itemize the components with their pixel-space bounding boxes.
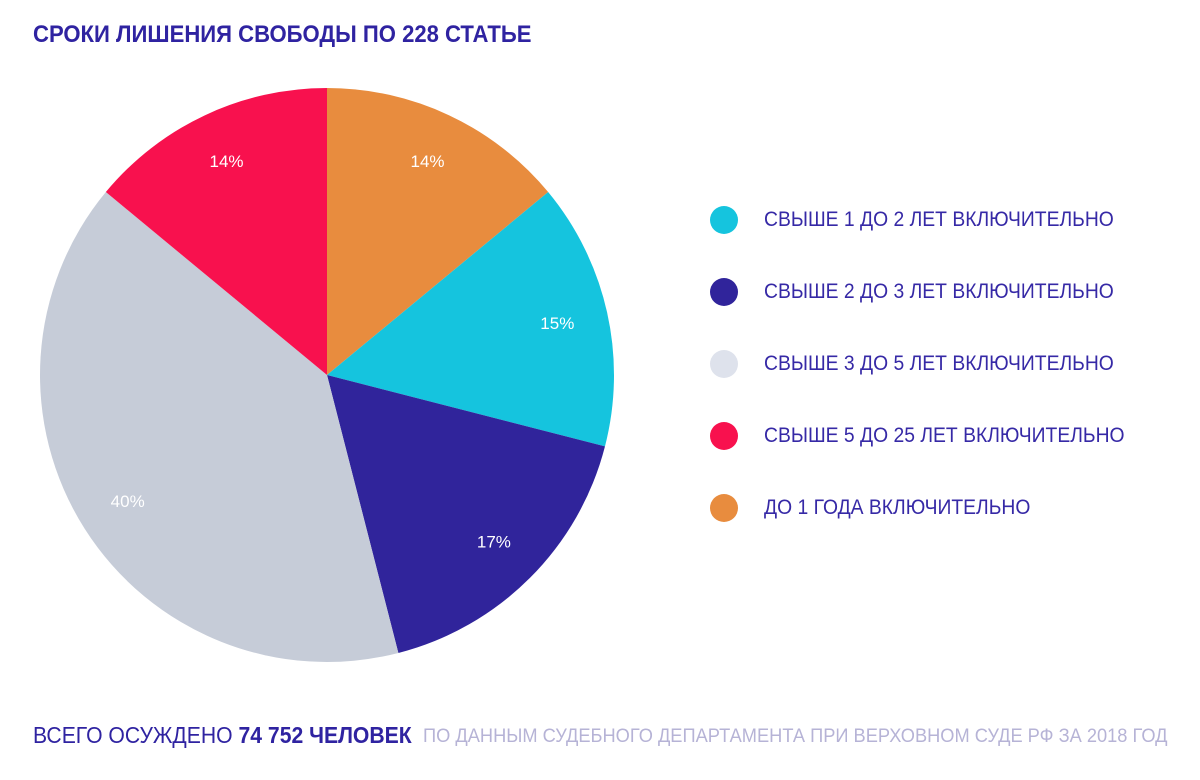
page-title-text: СРОКИ ЛИШЕНИЯ СВОБОДЫ ПО 228 СТАТЬЕ (33, 21, 532, 48)
legend-color-dot (710, 350, 738, 378)
data-source-text: ПО ДАННЫМ СУДЕБНОГО ДЕПАРТАМЕНТА ПРИ ВЕР… (422, 726, 1167, 747)
page-title: СРОКИ ЛИШЕНИЯ СВОБОДЫ ПО 228 СТАТЬЕ (33, 21, 575, 49)
legend-item: СВЫШЕ 3 ДО 5 ЛЕТ ВКЛЮЧИТЕЛЬНО (710, 350, 1156, 378)
legend-item-label: ДО 1 ГОДА ВКЛЮЧИТЕЛЬНО (764, 496, 1031, 519)
total-value: 74 752 ЧЕЛОВЕК (238, 722, 412, 748)
pie-slice-percent-label: 15% (540, 314, 574, 333)
legend-item-label: СВЫШЕ 2 ДО 3 ЛЕТ ВКЛЮЧИТЕЛЬНО (764, 280, 1114, 303)
pie-slice (40, 192, 399, 662)
legend-item-label: СВЫШЕ 1 ДО 2 ЛЕТ ВКЛЮЧИТЕЛЬНО (764, 208, 1114, 231)
legend-item: СВЫШЕ 1 ДО 2 ЛЕТ ВКЛЮЧИТЕЛЬНО (710, 206, 1156, 234)
pie-slice (105, 88, 327, 375)
legend-item: СВЫШЕ 5 ДО 25 ЛЕТ ВКЛЮЧИТЕЛЬНО (710, 422, 1156, 450)
legend-item: СВЫШЕ 2 ДО 3 ЛЕТ ВКЛЮЧИТЕЛЬНО (710, 278, 1156, 306)
legend-color-dot (710, 494, 738, 522)
pie-slice-percent-label: 40% (111, 492, 145, 511)
pie-slice-percent-label: 17% (477, 532, 511, 551)
legend-item: ДО 1 ГОДА ВКЛЮЧИТЕЛЬНО (710, 494, 1156, 522)
pie-slice-percent-label: 14% (410, 152, 444, 171)
legend: СВЫШЕ 1 ДО 2 ЛЕТ ВКЛЮЧИТЕЛЬНО СВЫШЕ 2 ДО… (710, 206, 1156, 566)
legend-color-dot (710, 278, 738, 306)
legend-color-dot (710, 206, 738, 234)
pie-slice-percent-label: 14% (209, 152, 243, 171)
total-prefix: ВСЕГО ОСУЖДЕНО (33, 722, 239, 748)
pie-slices (40, 88, 614, 662)
legend-item-label: СВЫШЕ 5 ДО 25 ЛЕТ ВКЛЮЧИТЕЛЬНО (764, 424, 1125, 447)
pie-slice (327, 192, 614, 447)
legend-item-label: СВЫШЕ 3 ДО 5 ЛЕТ ВКЛЮЧИТЕЛЬНО (764, 352, 1114, 375)
total-convicted-text: ВСЕГО ОСУЖДЕНО 74 752 ЧЕЛОВЕК (33, 722, 445, 749)
pie-slice-labels: 14% 15% 17% 40% 14% (111, 152, 575, 551)
pie-slice (327, 88, 549, 375)
pie-slice (327, 375, 605, 653)
legend-color-dot (710, 422, 738, 450)
